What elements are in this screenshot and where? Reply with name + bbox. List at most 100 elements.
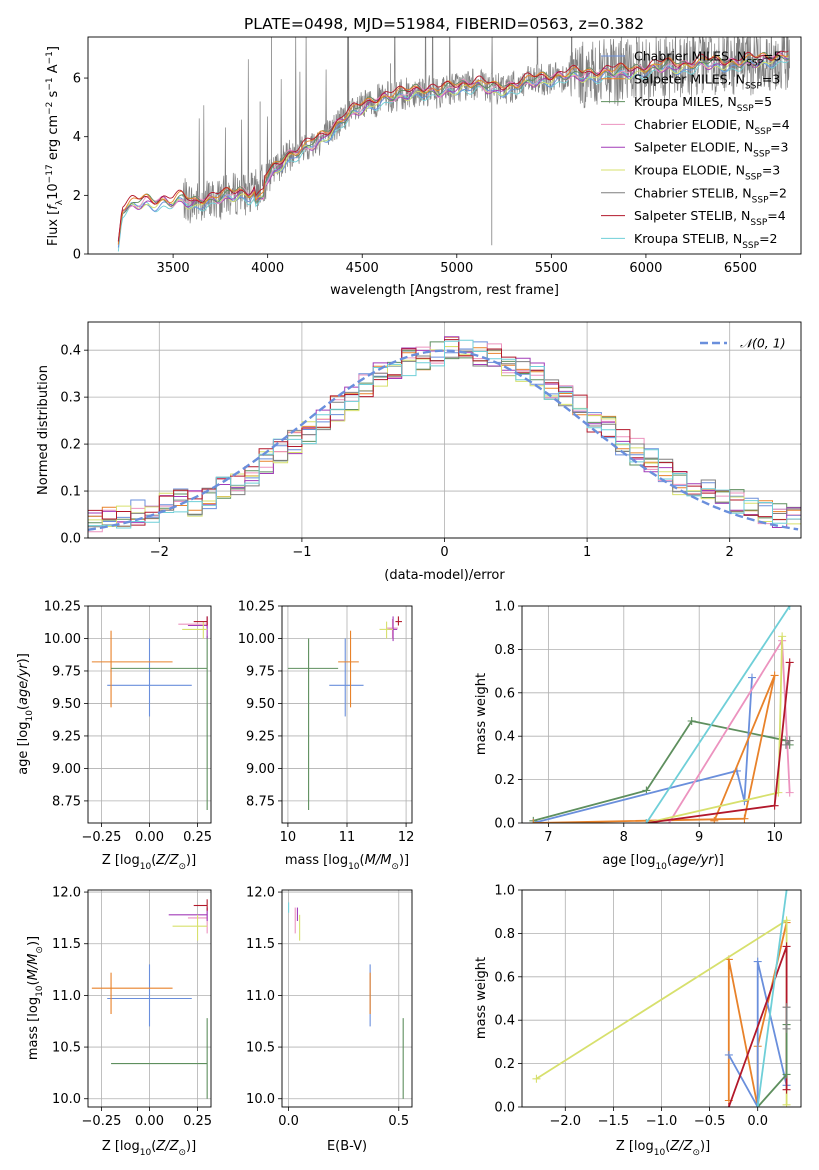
spectrum-xtick-label: 4000 — [251, 261, 284, 276]
legend-label-chab_miles-part: Chabrier MILES, N — [634, 49, 746, 64]
legend-label-chab_stelib: Chabrier STELIB, NSSP=2 — [634, 185, 787, 205]
spectrum-ylabel-part: s — [46, 90, 61, 101]
age_vs_mass-axes: 10 11 12 8.75 9.00 9.25 9.50 9.75 10.00 10.25 — [238, 600, 415, 846]
spectrum-ytick-label: 2 — [73, 189, 81, 204]
legend-label-salp_miles-part: =3 — [762, 71, 780, 86]
legend-label-salp_elodie: Salpeter ELODIE, NSSP=3 — [634, 140, 788, 160]
residuals-plot-area — [88, 336, 801, 533]
mass_vs_Z-ylabel-part: 10 — [35, 985, 45, 997]
legend-label-krou_elodie: Kroupa ELODIE, NSSP=3 — [634, 163, 780, 183]
legend-label-salp_stelib-part: =4 — [767, 208, 785, 223]
legend-label-salp_elodie-part: =3 — [770, 140, 788, 155]
legend-label-krou_elodie-part: =3 — [762, 163, 780, 178]
mass_vs_Z-ytick-label: 10.5 — [52, 1041, 81, 1056]
spectrum-plot-area — [117, 37, 790, 252]
spectrum-ytick-label: 4 — [73, 130, 81, 145]
legend-label-salp_elodie-part: SSP — [753, 150, 770, 160]
residuals-ytick-label: 0.0 — [60, 532, 81, 547]
mass_vs_Z-xlabel-part: )] — [186, 1139, 196, 1154]
weight_vs_Z-marker-krou_elodie — [782, 916, 791, 925]
weight_vs_Z-xtick-label: 0.0 — [747, 1114, 768, 1129]
legend-label-krou_miles-part: SSP — [737, 104, 754, 114]
mass_vs_Z-ylabel: mass [log10(M/M⊙)] — [26, 936, 45, 1060]
weight_vs_Z-xtick-label: −1.5 — [598, 1114, 630, 1129]
spectrum-xtick-label: 5000 — [440, 261, 473, 276]
age_vs_Z-xlabel-part: ⊙ — [178, 862, 186, 872]
weight_vs_age-marker-krou_elodie — [778, 632, 787, 641]
weight_vs_age-marker-salp_miles — [529, 819, 538, 823]
spectrum-xlabel: wavelength [Angstrom, rest frame] — [330, 283, 559, 298]
spectrum-ylabel-part: −1 — [45, 51, 55, 64]
mass_vs_Z-ylabel-part: mass [log — [26, 997, 41, 1060]
age_vs_Z-xlabel-part: )] — [186, 853, 196, 868]
spectrum-ylabel-part: f — [46, 203, 61, 210]
residuals-ytick-label: 0.3 — [60, 391, 81, 406]
legend-label-normal: 𝒩(0, 1) — [740, 336, 786, 351]
residuals-xtick-label: 2 — [726, 545, 734, 560]
weight_vs_Z-xtick-label: −2.0 — [550, 1114, 582, 1129]
weight_vs_Z-series-krou_stelib — [756, 890, 788, 1107]
legend-label-chab_stelib-part: SSP — [752, 195, 769, 205]
mass_vs_ebv-xtick-label: 0.5 — [388, 1114, 409, 1129]
mass_vs_ebv-xtick-label: 0.0 — [278, 1114, 299, 1129]
spectrum-xtick-label: 6000 — [629, 261, 662, 276]
model-spectrum-salp_elodie — [117, 51, 789, 242]
weight_vs_Z-xlabel-part: Z [log — [616, 1139, 654, 1154]
spectrum-axes: 3500 4000 4500 5000 5500 6000 6500 0 2 4 6 — [73, 37, 790, 276]
legend-label-salp_elodie-part: Salpeter ELODIE, N — [634, 140, 753, 155]
mass_vs_Z-xlabel-part: Z [log — [102, 1139, 140, 1154]
mass_vs_Z-ytick-label: 10.0 — [52, 1092, 81, 1107]
weight_vs_age-ytick-label: 1.0 — [494, 600, 515, 615]
weight_vs_Z-frame — [521, 889, 802, 1108]
age_vs_Z-xlabel: Z [log10(Z/Z⊙)] — [102, 853, 196, 872]
weight_vs_age-ytick-label: 0.4 — [494, 730, 515, 745]
legend-label-chab_miles-part: =5 — [763, 49, 781, 64]
weight_vs_age-ytick-label: 0.0 — [494, 817, 515, 832]
spectrum-ylabel-part: −1 — [45, 77, 55, 90]
spectrum-ylabel: Flux [fλ10−17 erg cm−2 s−1 A−1] — [45, 46, 65, 246]
spectrum-frame — [87, 36, 802, 255]
model-spectrum-chab_miles — [117, 56, 789, 248]
weight_vs_Z-ytick-label: 0.2 — [494, 1057, 515, 1072]
age_vs_Z-ytick-label: 9.50 — [52, 697, 81, 712]
age_vs_mass-ytick-label: 10.25 — [238, 600, 275, 615]
age_vs_Z-xlabel-part: Z [log — [102, 853, 140, 868]
age_vs_Z-xlabel-part: ( — [151, 853, 156, 868]
mass_vs_Z-xlabel: Z [log10(Z/Z⊙)] — [102, 1139, 196, 1158]
legend-label-chab_miles: Chabrier MILES, NSSP=5 — [634, 49, 782, 69]
spectrum-ylabel-part: λ — [55, 199, 65, 205]
model-spectrum-krou_elodie — [117, 53, 789, 244]
weight_vs_Z-xtick-label: −1.0 — [646, 1114, 678, 1129]
weight_vs_age-axes: 7 8 9 10 0.0 0.2 0.4 0.6 0.8 1.0 — [494, 600, 801, 845]
spectrum-xtick-label: 6500 — [724, 261, 757, 276]
weight_vs_age-marker-krou_miles — [642, 786, 651, 795]
age_vs_Z-xtick-label: 0.00 — [135, 830, 164, 845]
legend-label-salp_miles: Salpeter MILES, NSSP=3 — [634, 71, 780, 91]
age_vs_Z-ylabel-group: age [log10(age/yr)] — [16, 653, 35, 775]
spectrum-ylabel-part: −17 — [45, 164, 55, 183]
residuals-ytick-label: 0.1 — [60, 485, 81, 500]
age_vs_Z-xlabel-part: Z/Z — [155, 853, 179, 868]
residuals-frame — [87, 321, 802, 539]
spectrum-ylabel-part: erg cm — [46, 115, 61, 164]
age_vs_mass-plot-area — [287, 616, 402, 811]
weight_vs_Z-axes: −2.0 −1.5 −1.0 −0.5 0.0 0.0 0.2 0.4 0.6 0.8 1.0 — [494, 884, 801, 1129]
age_vs_mass-ytick-label: 8.75 — [246, 794, 275, 809]
residuals-xtick-label: 0 — [440, 545, 448, 560]
mass_vs_Z-xtick-label: 0.00 — [135, 1114, 164, 1129]
weight_vs_Z-xlabel-part: 10 — [654, 1148, 666, 1158]
mass_vs_ebv-frame — [281, 889, 413, 1108]
legend-label-chab_stelib-part: Chabrier STELIB, N — [634, 185, 752, 200]
spectrum-xtick-label: 5500 — [535, 261, 568, 276]
weight_vs_Z-xlabel: Z [log10(Z/Z⊙)] — [616, 1139, 710, 1158]
legend-label-salp_stelib-part: SSP — [750, 218, 767, 228]
weight_vs_Z-marker-salp_stelib — [782, 942, 791, 951]
age_vs_mass-ytick-label: 9.75 — [246, 664, 275, 679]
age_vs_Z-plot-area — [91, 616, 208, 811]
histogram-krou_stelib — [88, 339, 801, 529]
mass_vs_Z-axes: −0.25 0.00 0.25 10.0 10.5 11.0 11.5 12.0 — [52, 886, 212, 1129]
weight_vs_age-marker-krou_stelib — [785, 606, 794, 610]
mass_vs_Z-xlabel-part: ( — [151, 1139, 156, 1154]
normal-curve — [88, 349, 799, 531]
